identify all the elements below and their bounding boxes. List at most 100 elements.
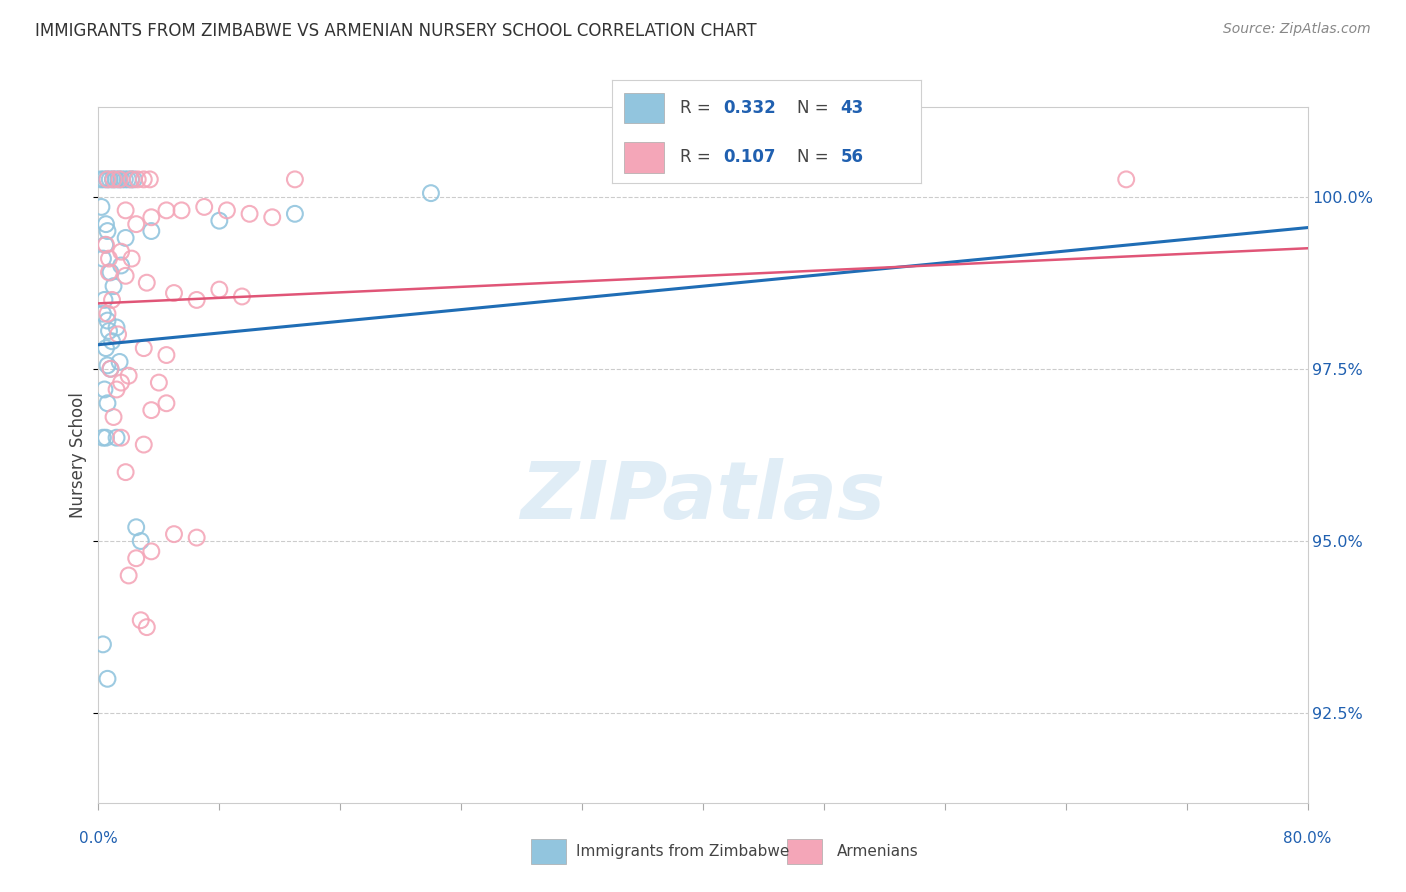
Text: 0.107: 0.107 (723, 148, 776, 166)
Point (125, 551, 148, 566)
Point (96, 172, 118, 186)
Text: IMMIGRANTS FROM ZIMBABWE VS ARMENIAN NURSERY SCHOOL CORRELATION CHART: IMMIGRANTS FROM ZIMBABWE VS ARMENIAN NUR… (35, 22, 756, 40)
Point (108, 172, 131, 186)
Text: R =: R = (679, 99, 716, 117)
Text: 43: 43 (841, 99, 863, 117)
Point (93, 383, 115, 397)
Point (118, 568, 141, 582)
Point (120, 172, 142, 186)
Text: 0.332: 0.332 (723, 99, 776, 117)
Point (110, 431, 132, 445)
Point (1115, 172, 1137, 186)
Point (101, 334, 124, 349)
Point (239, 207, 262, 221)
Point (103, 172, 125, 186)
Point (135, 620, 157, 634)
Text: 56: 56 (841, 148, 863, 166)
Point (262, 211, 284, 225)
Y-axis label: Nursery School: Nursery School (69, 392, 87, 518)
Point (132, 341, 155, 355)
Point (94, 237, 117, 252)
Point (110, 259, 132, 273)
Point (155, 203, 177, 218)
FancyBboxPatch shape (787, 839, 821, 864)
Point (139, 172, 162, 186)
FancyBboxPatch shape (624, 142, 664, 173)
Point (193, 200, 215, 214)
Point (103, 279, 125, 293)
Point (96, 396, 118, 410)
Point (284, 207, 307, 221)
Point (93, 293, 115, 307)
Point (114, 203, 136, 218)
Point (125, 217, 148, 231)
Point (129, 534, 152, 549)
Point (132, 437, 155, 451)
Point (91, 252, 114, 266)
Point (100, 265, 122, 279)
Point (114, 268, 136, 283)
Point (118, 368, 141, 383)
Point (100, 361, 122, 376)
Point (127, 172, 149, 186)
Point (101, 172, 124, 186)
Point (135, 276, 157, 290)
Point (90, 172, 112, 186)
Point (117, 172, 139, 186)
FancyBboxPatch shape (531, 839, 565, 864)
Point (107, 327, 129, 342)
Point (98, 324, 121, 338)
Point (125, 520, 148, 534)
Point (94, 237, 117, 252)
Point (208, 213, 231, 227)
Point (100, 361, 122, 376)
Point (105, 431, 128, 445)
Point (96, 313, 118, 327)
Point (114, 172, 136, 186)
Point (163, 286, 186, 301)
Point (111, 172, 134, 186)
Point (132, 172, 155, 186)
Text: R =: R = (679, 148, 716, 166)
Text: N =: N = (797, 148, 834, 166)
Point (96, 224, 118, 238)
Point (186, 293, 208, 307)
Point (94, 341, 117, 355)
Point (96, 307, 118, 321)
Point (215, 203, 238, 218)
Point (155, 348, 177, 362)
Point (105, 383, 128, 397)
Text: 0.0%: 0.0% (79, 831, 118, 846)
Point (108, 172, 131, 186)
Point (98, 265, 121, 279)
Point (93, 172, 115, 186)
Text: Immigrants from Zimbabwe: Immigrants from Zimbabwe (576, 845, 789, 859)
Point (91, 431, 114, 445)
Point (141, 211, 163, 225)
Text: ZIPatlas: ZIPatlas (520, 458, 886, 536)
Point (105, 320, 128, 334)
Point (170, 203, 193, 218)
Point (208, 283, 231, 297)
Point (141, 403, 163, 417)
Point (141, 544, 163, 558)
Point (110, 244, 132, 259)
Text: 80.0%: 80.0% (1284, 831, 1331, 846)
Point (141, 224, 163, 238)
FancyBboxPatch shape (624, 93, 664, 123)
Point (91, 637, 114, 651)
Point (98, 172, 121, 186)
Point (129, 613, 152, 627)
Point (94, 431, 117, 445)
Point (420, 186, 443, 201)
Point (96, 359, 118, 373)
Point (148, 376, 170, 390)
Text: Armenians: Armenians (837, 845, 918, 859)
Point (284, 172, 307, 186)
Point (231, 289, 253, 303)
Point (108, 355, 131, 369)
Point (155, 396, 177, 410)
Point (110, 376, 132, 390)
Point (91, 307, 114, 321)
Point (90, 200, 112, 214)
